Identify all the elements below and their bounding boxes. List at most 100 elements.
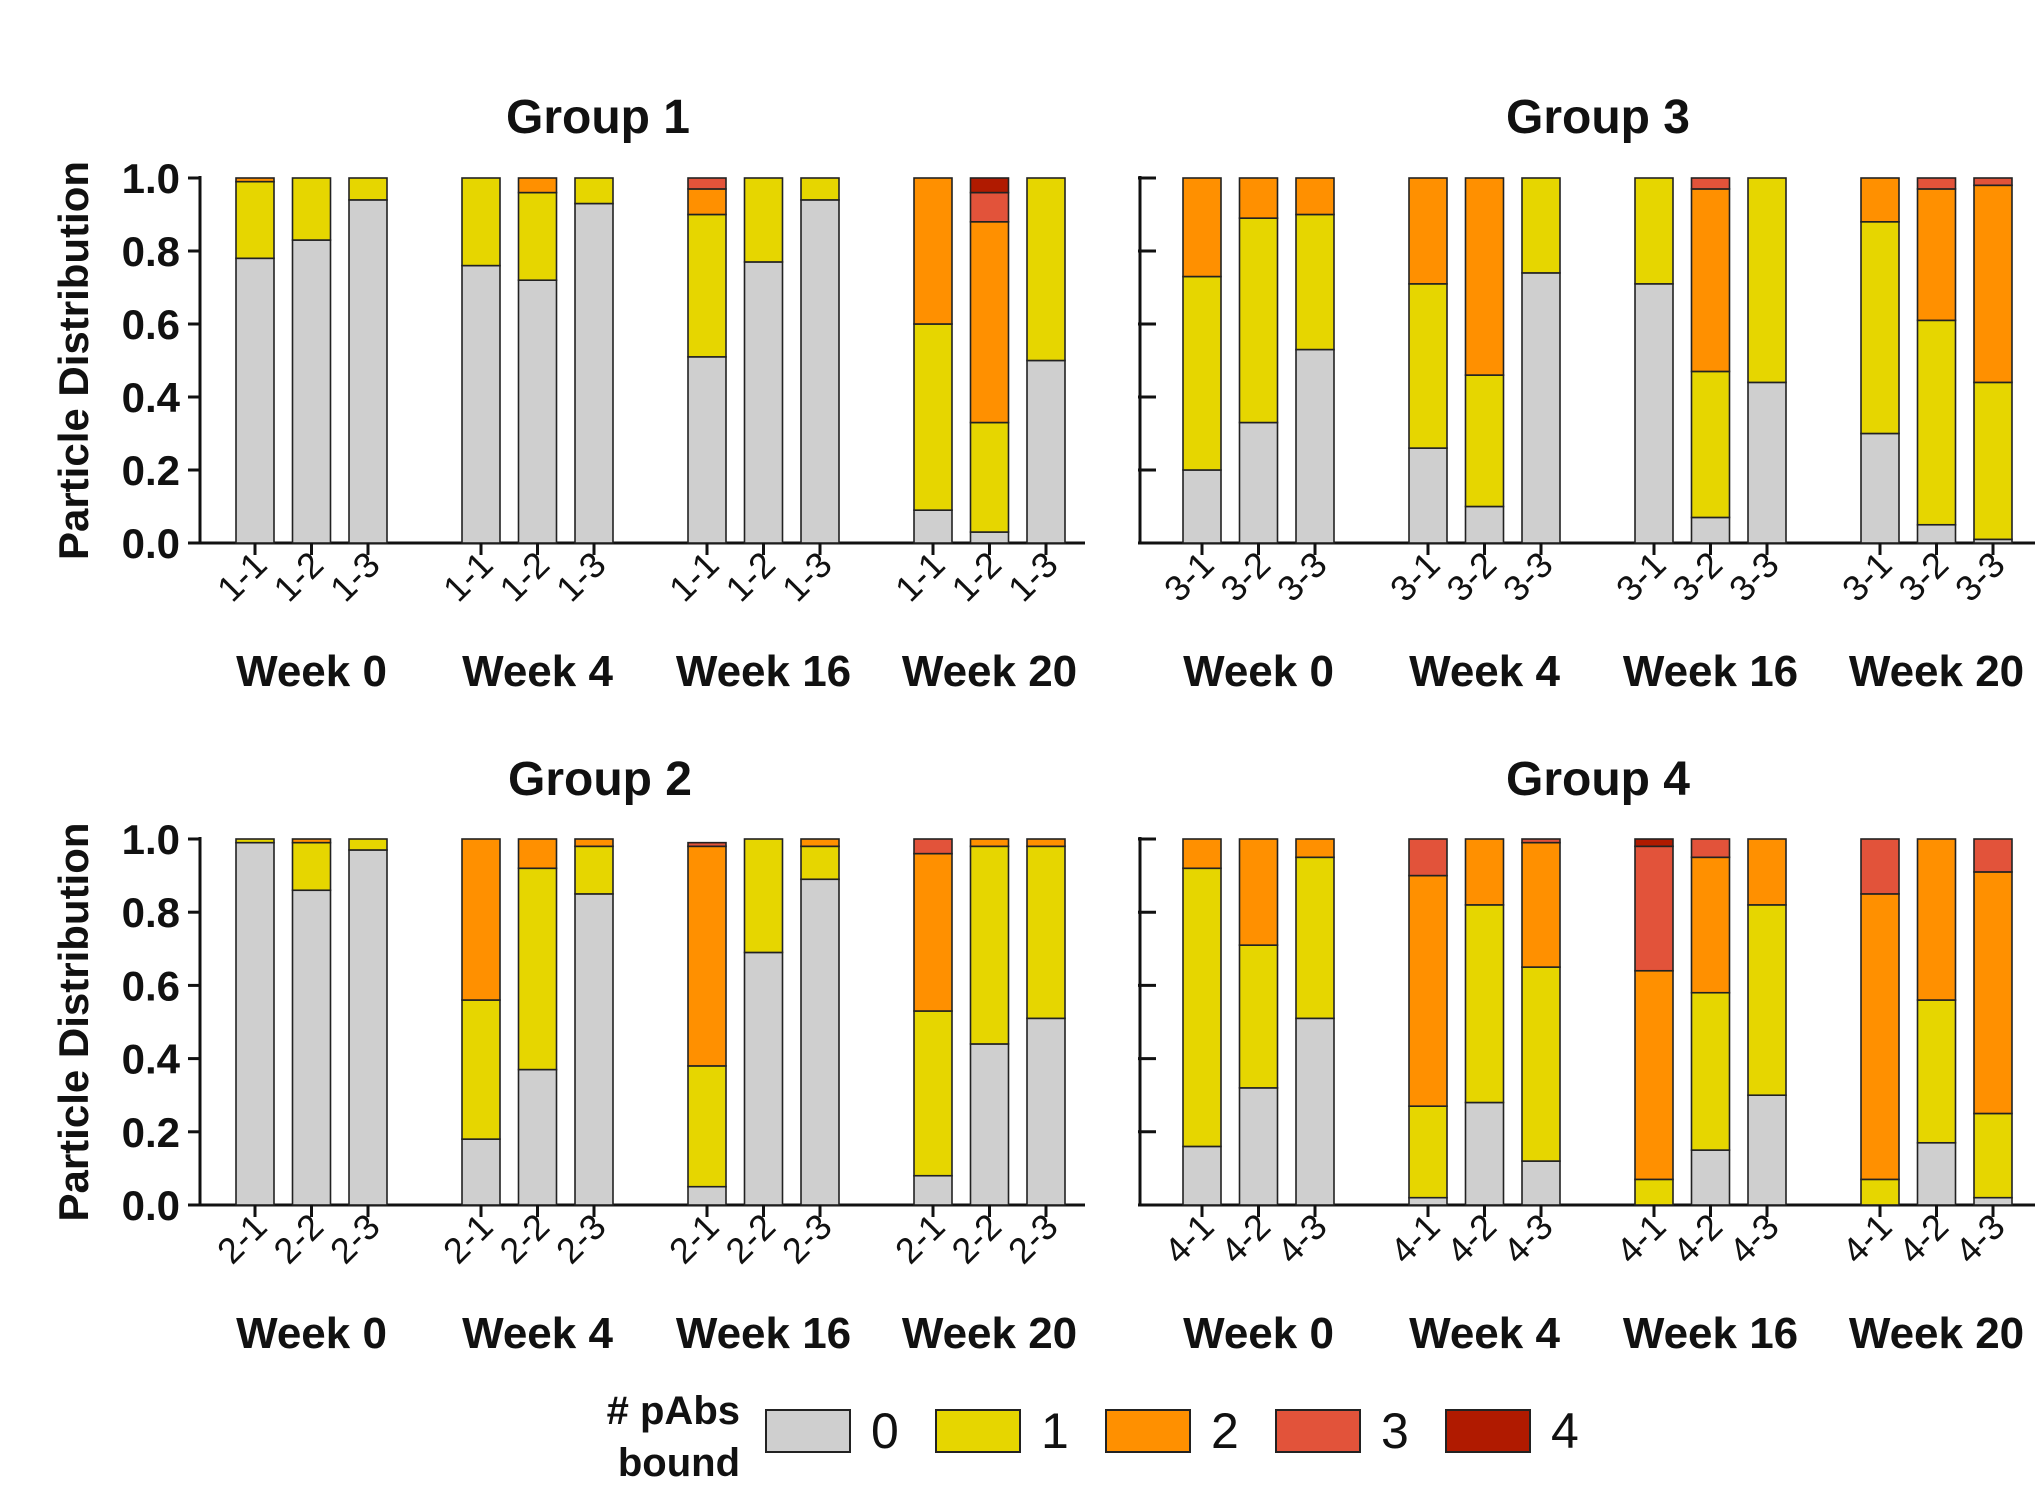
bar-segment-0: [348, 849, 388, 1206]
bar-segment-0: [291, 239, 332, 544]
bar-segment-3: [1916, 177, 1957, 190]
bar-segment-1: [800, 845, 840, 881]
bar-segment-2: [1973, 184, 2013, 384]
legend-label-4: 4: [1551, 1403, 1579, 1459]
bar-segment-1: [1860, 221, 1900, 435]
category-label: 2-2: [491, 1206, 557, 1272]
bar-segment-1: [517, 867, 558, 1071]
category-label: 2-1: [661, 1206, 727, 1272]
bar-segment-0: [235, 841, 275, 1206]
y-tick-label: 0.6: [122, 962, 180, 1009]
bar-segment-0: [969, 1043, 1010, 1206]
bar-segment-1: [969, 421, 1010, 533]
y-axis-label: Particle Distribution: [50, 822, 97, 1221]
bar-segment-0: [969, 531, 1010, 544]
y-tick-label: 0.8: [122, 228, 180, 275]
bar-segment-1: [1238, 217, 1279, 424]
bar-segment-0: [1747, 1094, 1787, 1206]
y-tick-label: 0.6: [122, 301, 180, 348]
bar-segment-1: [743, 838, 784, 954]
panel-group-2: Group 2 Particle Distribution 0.0 0.2 0.4 0.6…: [50, 753, 1085, 1358]
bar-segment-0: [1408, 447, 1448, 544]
bar-segment-2: [461, 838, 501, 1001]
category-label: 1-3: [1000, 544, 1066, 610]
bar-segment-1: [1182, 275, 1222, 471]
legend-label-3: 3: [1381, 1403, 1409, 1459]
bar-segment-3: [1690, 838, 1731, 859]
bar-segment-1: [969, 845, 1010, 1045]
bar-segment-2: [913, 177, 953, 325]
category-label: 2-2: [265, 1206, 331, 1272]
bar-segment-0: [1916, 1141, 1957, 1206]
week-group-label: Week 4: [462, 647, 613, 696]
category-label: 3-2: [1212, 544, 1278, 610]
bar-segment-0: [1295, 1017, 1335, 1206]
bar-segment-4: [969, 177, 1010, 194]
bar-segment-1: [687, 1065, 727, 1188]
legend-swatch-3: [1275, 1409, 1361, 1453]
bar-segment-0: [1238, 421, 1279, 544]
bar-segment-1: [1973, 381, 2013, 541]
bar-segment-1: [235, 838, 275, 844]
y-tick-label: 0.2: [122, 1109, 180, 1156]
category-label: 4-1: [1382, 1206, 1448, 1272]
category-label: 4-2: [1438, 1206, 1504, 1272]
y-tick-label: 0.0: [122, 520, 180, 567]
bar-segment-2: [291, 838, 332, 844]
bar-segment-2: [1973, 871, 2013, 1115]
bar-segment-2: [1747, 838, 1787, 906]
category-label: 2-3: [548, 1206, 614, 1272]
category-label: 2-3: [774, 1206, 840, 1272]
bar-segment-1: [1973, 1112, 2013, 1199]
legend-swatch-2: [1105, 1409, 1191, 1453]
bar-segment-2: [687, 845, 727, 1067]
category-label: 3-2: [1890, 544, 1956, 610]
bar-segment-2: [517, 177, 558, 194]
bar-segment-2: [1408, 874, 1448, 1107]
bar-segment-0: [1026, 359, 1066, 544]
bar-segment-0: [461, 1138, 501, 1206]
bar-segment-1: [1634, 1178, 1674, 1206]
category-label: 4-1: [1156, 1206, 1222, 1272]
bar-segment-2: [800, 838, 840, 848]
bar-segment-1: [517, 191, 558, 282]
week-group-label: Week 20: [1849, 647, 2024, 696]
bar-segment-1: [1295, 856, 1335, 1020]
legend: # pAbs bound 0 1 2 3 4: [560, 1385, 1660, 1485]
week-group-label: Week 0: [236, 1309, 387, 1358]
bar-segment-2: [235, 177, 275, 183]
bar-segment-0: [461, 264, 501, 544]
bar-segment-1: [1521, 177, 1561, 274]
y-tick-label: 1.0: [122, 816, 180, 863]
bar-segment-0: [1690, 516, 1731, 544]
bar-segment-2: [1238, 838, 1279, 946]
bar-segment-0: [235, 257, 275, 544]
y-tick-label: 0.0: [122, 1182, 180, 1229]
week-group-label: Week 16: [1623, 1309, 1798, 1358]
bar-segment-1: [913, 323, 953, 511]
bar-segment-2: [1860, 893, 1900, 1181]
bar-segment-0: [1690, 1149, 1731, 1206]
category-label: 1-1: [435, 544, 501, 610]
y-tick-label: 0.4: [122, 374, 181, 421]
week-group-label: Week 0: [1183, 1309, 1334, 1358]
bar-segment-2: [1690, 188, 1731, 373]
bar-segment-0: [1521, 272, 1561, 544]
bar-segment-1: [1747, 177, 1787, 384]
category-label: 3-3: [1269, 544, 1335, 610]
bar-segment-1: [235, 180, 275, 260]
bar-segment-1: [574, 177, 614, 205]
bar-segment-2: [1408, 177, 1448, 285]
bar-segment-1: [1182, 867, 1222, 1148]
panel-group-1: Group 1 Particle Distribution 0.0 0.2 0.4 0.6…: [50, 91, 1085, 696]
bar-segment-0: [1916, 523, 1957, 544]
bar-segment-2: [969, 838, 1010, 848]
chart-title: Group 3: [1506, 91, 1690, 144]
bar-segment-0: [913, 1174, 953, 1206]
bar-segment-0: [1860, 432, 1900, 544]
y-tick-label: 0.2: [122, 447, 180, 494]
bar-segment-1: [1026, 845, 1066, 1020]
bar-segment-0: [1973, 1196, 2013, 1206]
bar-segment-1: [1860, 1178, 1900, 1206]
chart-title: Group 2: [508, 753, 692, 806]
